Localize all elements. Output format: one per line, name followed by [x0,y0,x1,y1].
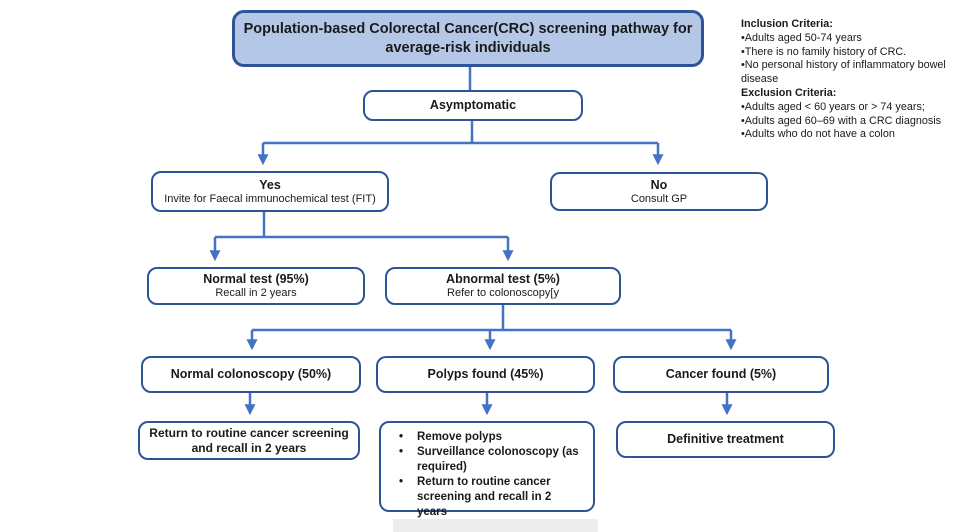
node-label: Cancer found (5%) [665,367,777,381]
polyps-outcome-list: Remove polyps Surveillance colonoscopy (… [387,430,587,520]
node-label: Polyps found (45%) [427,367,544,381]
node-cancer-found: Cancer found (5%) [613,356,829,393]
node-label: Yes [259,177,281,192]
exclusion-criteria-title: Exclusion Criteria: [741,86,837,99]
node-polyps-found: Polyps found (45%) [376,356,595,393]
polyps-outcome-item: Remove polyps [395,430,583,445]
node-label: Normal test (95%) [203,272,309,286]
node-label: Abnormal test (5%) [446,272,560,286]
exclusion-item: Adults aged < 60 years or > 74 years; [741,101,949,115]
node-label: Normal colonoscopy (50%) [170,367,332,381]
exclusion-item: Adults aged 60–69 with a CRC diagnosis [741,115,949,129]
node-label: Definitive treatment [667,432,784,446]
criteria-panel: Inclusion Criteria: Adults aged 50-74 ye… [741,18,949,142]
exclusion-item: Adults who do not have a colon [741,128,949,142]
node-label: No [650,177,668,192]
node-no: No Consult GP [550,172,768,211]
inclusion-item: Adults aged 50-74 years [741,32,949,46]
polyps-outcome-item: Surveillance colonoscopy (as required) [395,445,583,475]
node-return-routine: Return to routine cancer screening and r… [138,421,360,460]
node-definitive-treatment: Definitive treatment [616,421,835,458]
node-label: Asymptomatic [429,98,517,112]
node-polyps-outcome: Remove polyps Surveillance colonoscopy (… [379,421,595,518]
node-sublabel: Recall in 2 years [215,287,297,299]
node-yes: Yes Invite for Faecal immunochemical tes… [151,171,389,212]
node-title: Population-based Colorectal Cancer(CRC) … [232,10,704,67]
node-sublabel: Refer to colonoscopy[y [447,287,559,299]
node-abnormal-test: Abnormal test (5%) Refer to colonoscopy[… [385,267,621,305]
inclusion-criteria-title: Inclusion Criteria: [741,18,833,30]
title-text: Population-based Colorectal Cancer(CRC) … [243,20,693,56]
node-normal-colonoscopy: Normal colonoscopy (50%) [141,356,361,393]
node-normal-test: Normal test (95%) Recall in 2 years [147,267,365,305]
background-artifact [393,519,598,532]
node-label: Return to routine cancer screening and r… [149,425,349,455]
inclusion-item: There is no family history of CRC. [741,46,949,60]
inclusion-item: No personal history of inflammatory bowe… [741,59,949,87]
node-sublabel: Consult GP [630,192,688,205]
node-sublabel: Invite for Faecal immunochemical test (F… [164,192,376,205]
node-asymptomatic: Asymptomatic [363,90,583,121]
polyps-outcome-item: Return to routine cancer screening and r… [395,475,583,520]
